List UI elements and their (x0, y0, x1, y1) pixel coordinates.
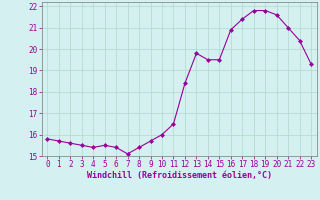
X-axis label: Windchill (Refroidissement éolien,°C): Windchill (Refroidissement éolien,°C) (87, 171, 272, 180)
